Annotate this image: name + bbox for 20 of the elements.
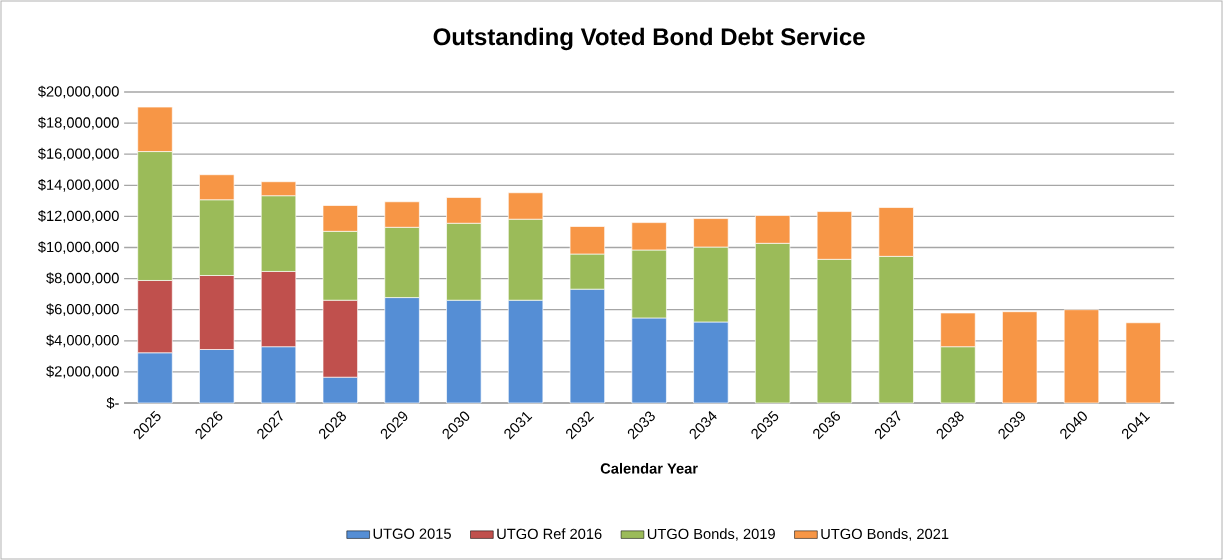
chart-title: Outstanding Voted Bond Debt Service <box>433 27 865 51</box>
y-tick-label: $2,000,000 <box>46 365 119 379</box>
y-tick-label: $6,000,000 <box>46 303 119 317</box>
bar <box>1125 322 1161 404</box>
legend-label: UTGO Bonds, 2019 <box>647 528 775 541</box>
y-tick-label: $12,000,000 <box>38 210 119 223</box>
bar <box>1063 309 1100 404</box>
y-tick-label: $18,000,000 <box>38 116 119 130</box>
y-tick-label: $8,000,000 <box>46 272 119 285</box>
legend-label: UTGO Bonds, 2021 <box>821 528 949 541</box>
y-tick-label: $- <box>106 397 119 409</box>
legend-label: UTGO Ref 2016 <box>497 528 602 540</box>
x-axis-title: Calendar Year <box>600 462 698 474</box>
y-tick-label: $14,000,000 <box>38 178 119 192</box>
legend-label: UTGO 2015 <box>373 528 451 539</box>
y-tick-label: $4,000,000 <box>46 334 119 348</box>
bar <box>1002 311 1038 404</box>
y-tick-label: $16,000,000 <box>38 147 119 161</box>
y-tick-label: $10,000,000 <box>38 241 119 254</box>
y-tick-label: $20,000,000 <box>38 85 119 99</box>
